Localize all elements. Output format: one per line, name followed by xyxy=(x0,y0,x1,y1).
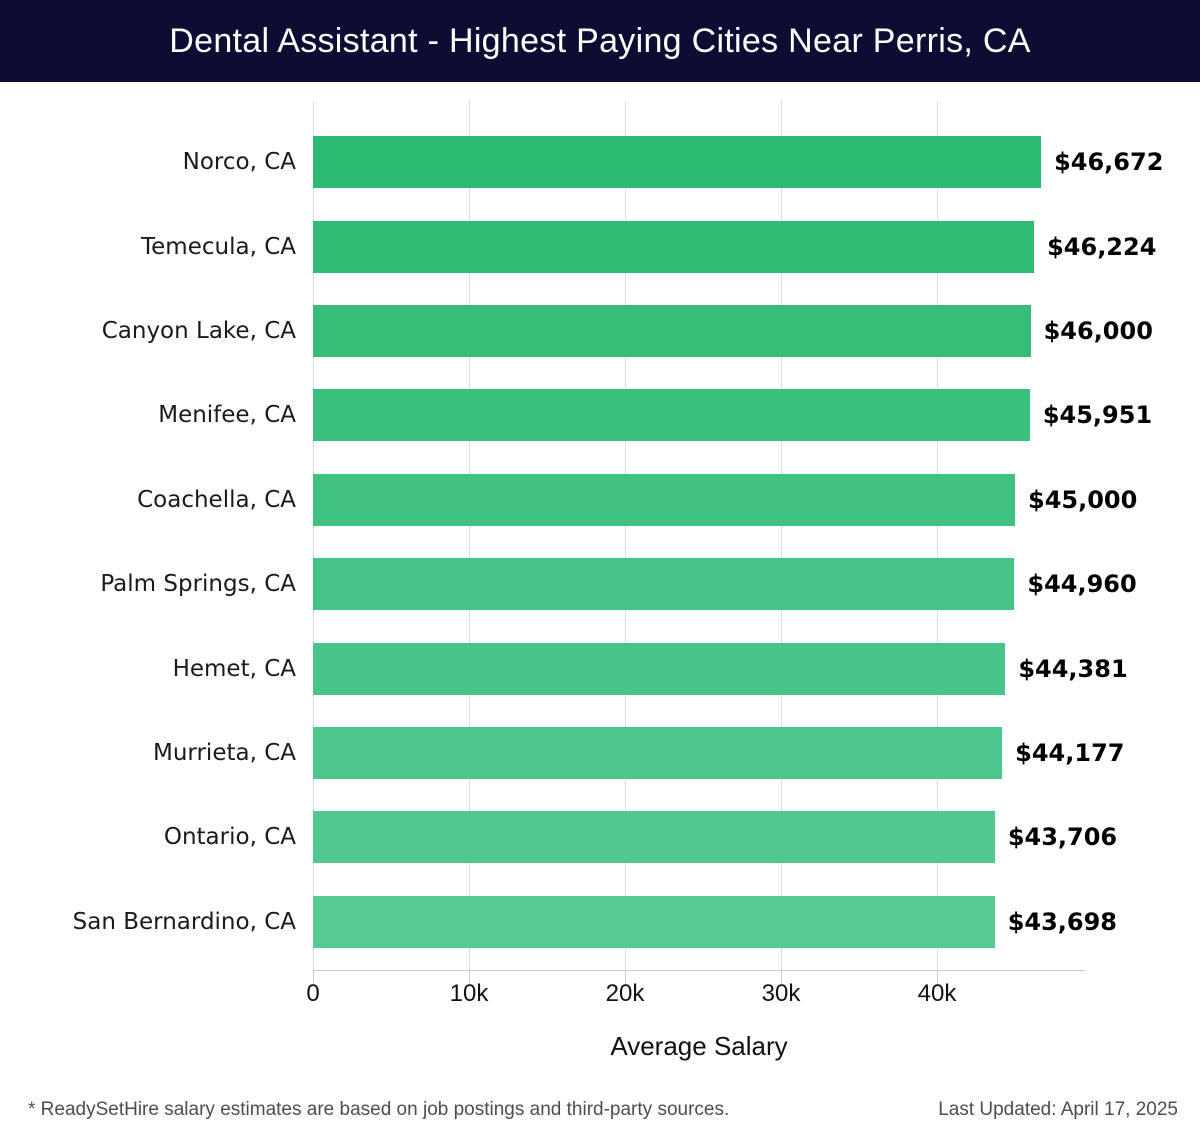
bar-row: Palm Springs, CA $44,960 xyxy=(0,542,1200,626)
bar-zone: $45,000 xyxy=(313,473,1200,526)
footer-last-updated: Last Updated: April 17, 2025 xyxy=(938,1099,1178,1120)
x-axis-line xyxy=(313,970,1085,971)
bar-row: San Bernardino, CA $43,698 xyxy=(0,880,1200,964)
bar-row: Canyon Lake, CA $46,000 xyxy=(0,289,1200,373)
x-tick-label: 20k xyxy=(605,980,645,1007)
value-label: $46,224 xyxy=(1047,232,1157,261)
footer-disclaimer: * ReadySetHire salary estimates are base… xyxy=(28,1099,730,1120)
bar-row: Coachella, CA $45,000 xyxy=(0,458,1200,542)
footer: * ReadySetHire salary estimates are base… xyxy=(28,1099,1178,1121)
x-tick-mark xyxy=(625,970,626,984)
page-title: Dental Assistant - Highest Paying Cities… xyxy=(169,21,1031,60)
category-label: Murrieta, CA xyxy=(153,739,296,766)
x-tick-label: 30k xyxy=(761,980,801,1007)
value-label: $45,951 xyxy=(1042,401,1153,430)
category-label: Palm Springs, CA xyxy=(100,571,296,598)
category-label: Canyon Lake, CA xyxy=(101,317,296,344)
category-label: Temecula, CA xyxy=(141,233,296,260)
gridline xyxy=(937,100,938,970)
value-label: $45,000 xyxy=(1028,485,1138,514)
value-label: $44,177 xyxy=(1015,738,1125,767)
bar-zone: $43,698 xyxy=(313,895,1200,948)
salary-bar xyxy=(313,136,1042,189)
salary-bar xyxy=(313,895,995,948)
gridline xyxy=(781,100,782,970)
bar-chart: Norco, CA $46,672 Temecula, CA $46,224 Canyo… xyxy=(0,100,1200,970)
bar-zone: $46,000 xyxy=(313,304,1200,357)
bar-zone: $44,177 xyxy=(313,726,1200,779)
bar-zone: $44,381 xyxy=(313,642,1200,695)
header-banner: Dental Assistant - Highest Paying Cities… xyxy=(0,0,1200,82)
salary-bar xyxy=(313,726,1003,779)
bar-row: Norco, CA $46,672 xyxy=(0,120,1200,204)
category-label: Ontario, CA xyxy=(163,824,296,851)
category-label: Norco, CA xyxy=(182,149,296,176)
x-tick-label: 40k xyxy=(917,980,957,1007)
value-label: $46,672 xyxy=(1054,148,1164,177)
bar-zone: $46,672 xyxy=(313,136,1200,189)
bar-row: Temecula, CA $46,224 xyxy=(0,204,1200,288)
category-label: San Bernardino, CA xyxy=(72,908,296,935)
salary-bar xyxy=(313,642,1006,695)
x-tick-mark xyxy=(469,970,470,984)
x-tick-mark xyxy=(937,970,938,984)
value-label: $44,960 xyxy=(1027,570,1137,599)
gridline xyxy=(625,100,626,970)
value-label: $46,000 xyxy=(1043,316,1153,345)
bar-row: Ontario, CA $43,706 xyxy=(0,795,1200,879)
bar-zone: $44,960 xyxy=(313,558,1200,611)
category-label: Menifee, CA xyxy=(158,402,296,429)
salary-bar xyxy=(313,304,1031,357)
value-label: $44,381 xyxy=(1018,654,1128,683)
x-tick-mark xyxy=(313,970,314,984)
x-tick-label: 0 xyxy=(306,980,320,1007)
category-label: Hemet, CA xyxy=(172,655,296,682)
bar-zone: $46,224 xyxy=(313,220,1200,273)
bar-zone: $43,706 xyxy=(313,811,1200,864)
x-axis-title: Average Salary xyxy=(610,1031,788,1061)
category-label: Coachella, CA xyxy=(137,486,296,513)
bar-rows-container: Norco, CA $46,672 Temecula, CA $46,224 Canyo… xyxy=(0,120,1200,964)
salary-bar xyxy=(313,473,1015,526)
gridline xyxy=(469,100,470,970)
value-label: $43,706 xyxy=(1007,823,1118,852)
bar-zone: $45,951 xyxy=(313,389,1200,442)
salary-bar xyxy=(313,389,1030,442)
salary-bar xyxy=(313,558,1015,611)
bar-row: Murrieta, CA $44,177 xyxy=(0,711,1200,795)
bar-row: Menifee, CA $45,951 xyxy=(0,373,1200,457)
value-label: $43,698 xyxy=(1007,907,1117,936)
salary-bar xyxy=(313,220,1035,273)
gridline xyxy=(313,100,314,970)
bar-row: Hemet, CA $44,381 xyxy=(0,626,1200,710)
salary-bar xyxy=(313,811,995,864)
x-tick-mark xyxy=(781,970,782,984)
x-tick-label: 10k xyxy=(449,980,489,1007)
